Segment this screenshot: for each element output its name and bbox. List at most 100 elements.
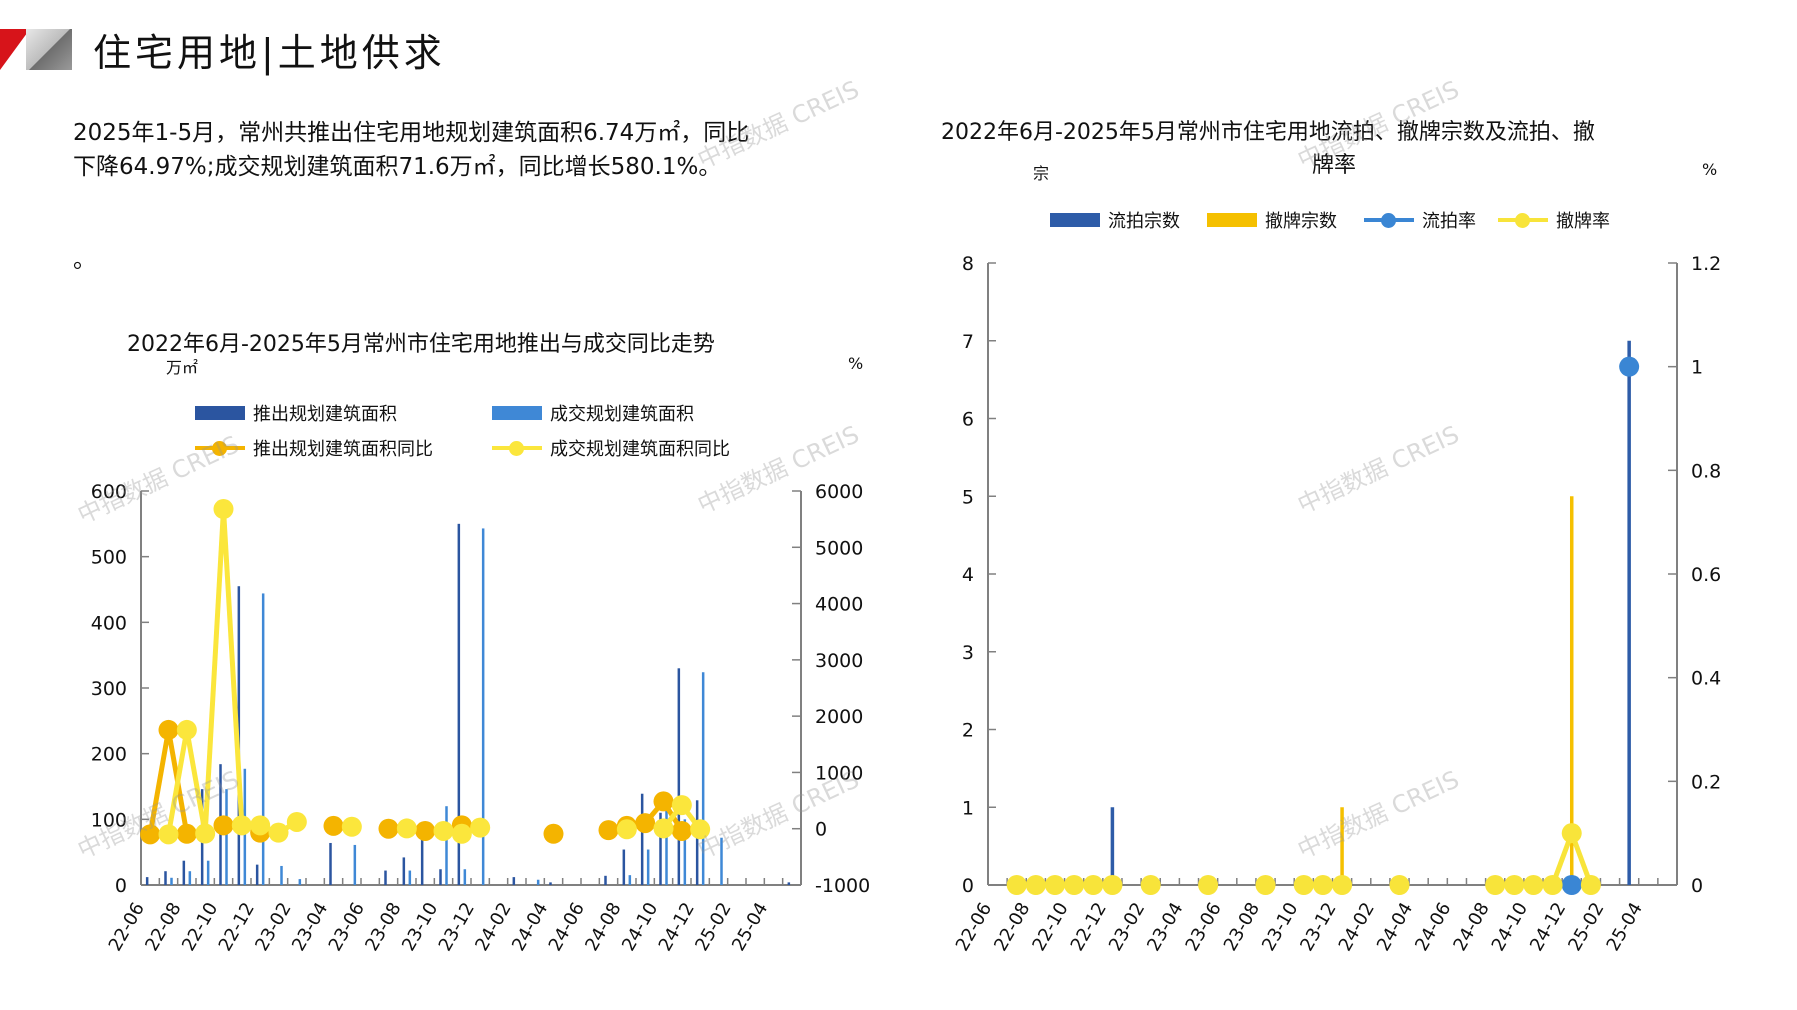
x-tick-label: 23-12 xyxy=(435,899,479,955)
y-tick-label: 300 xyxy=(91,678,127,700)
right-chart-y2label: % xyxy=(1702,160,1718,179)
x-tick-label: 24-08 xyxy=(1449,899,1493,955)
right-chart-title: 2022年6月-2025年5月常州市住宅用地流拍、撤牌宗数及流拍、撤 xyxy=(941,120,1595,145)
legend-swatch xyxy=(492,441,542,456)
bar-deal-area xyxy=(701,672,705,885)
point-push-yoy xyxy=(543,823,564,844)
x-tick-label: 25-04 xyxy=(1603,899,1647,955)
x-tick-label: 24-08 xyxy=(581,899,625,955)
point-push-yoy xyxy=(378,818,399,839)
bar-push-area xyxy=(677,668,681,885)
point-withdraw-rate xyxy=(1140,875,1161,895)
point-push-yoy xyxy=(415,820,436,841)
y2-tick-label: 5000 xyxy=(815,537,863,559)
bar-push-area xyxy=(402,857,406,885)
legend-label: 流拍率 xyxy=(1422,211,1476,232)
bar-withdraw-count xyxy=(1340,807,1344,885)
point-deal-yoy xyxy=(213,499,234,520)
x-tick-label: 23-10 xyxy=(398,899,442,955)
y-tick-label: 2 xyxy=(962,720,974,742)
point-withdraw-rate xyxy=(1312,875,1333,895)
bar-deal-area xyxy=(280,865,283,885)
bar-push-area xyxy=(659,812,662,885)
point-deal-yoy xyxy=(671,795,692,816)
x-tick-label: 23-06 xyxy=(1181,899,1225,955)
y-tick-label: 6 xyxy=(962,409,974,431)
point-deal-yoy xyxy=(616,819,637,840)
line-segment-push-yoy xyxy=(147,729,171,835)
point-withdraw-rate xyxy=(1542,875,1563,895)
y-tick-label: 500 xyxy=(91,547,127,569)
x-tick-label: 22-10 xyxy=(1028,899,1072,955)
y2-tick-label: 0.8 xyxy=(1691,460,1721,482)
left-chart-title: 2022年6月-2025年5月常州市住宅用地推出与成交同比走势 xyxy=(127,332,715,357)
x-tick-label: 22-12 xyxy=(215,899,259,955)
point-withdraw-rate xyxy=(1580,875,1601,895)
y2-tick-label: 0 xyxy=(1691,875,1703,897)
x-tick-label: 25-04 xyxy=(728,899,772,955)
bar-deal-area xyxy=(481,528,485,885)
legend-swatch xyxy=(1050,213,1100,227)
right-chart-ylabel: 宗 xyxy=(1033,164,1050,183)
bar-push-area xyxy=(622,849,626,885)
x-tick-label: 24-10 xyxy=(618,899,662,955)
point-deal-yoy xyxy=(176,719,197,740)
page-title: 住宅用地|土地供求 xyxy=(93,31,446,75)
legend-item-deal-yoy: 成交规划建筑面积同比 xyxy=(492,435,730,461)
point-withdraw-rate xyxy=(1025,875,1046,895)
x-tick-label: 22-10 xyxy=(178,899,222,955)
point-push-yoy xyxy=(635,813,656,834)
x-tick-label: 22-12 xyxy=(1067,899,1111,955)
legend-item-push-yoy: 推出规划建筑面积同比 xyxy=(195,435,433,461)
point-flow-rate xyxy=(1619,356,1640,377)
legend-item-push-area: 推出规划建筑面积 xyxy=(195,400,397,426)
y2-tick-label: 2000 xyxy=(815,706,863,728)
bar-push-area xyxy=(439,869,442,885)
logo-gray-shape xyxy=(26,29,72,70)
legend-item-flow-count: 流拍宗数 xyxy=(1050,207,1180,233)
summary-line-1: 2025年1-5月，常州共推出住宅用地规划建筑面积6.74万㎡，同比 xyxy=(73,120,750,146)
y-tick-label: 200 xyxy=(91,744,127,766)
bar-deal-area xyxy=(261,593,265,885)
point-push-yoy xyxy=(158,719,179,740)
bar-deal-area xyxy=(225,789,228,885)
x-tick-label: 24-06 xyxy=(1411,899,1455,955)
point-withdraw-rate xyxy=(1102,875,1123,895)
bar-push-area xyxy=(182,860,186,885)
point-deal-yoy xyxy=(268,822,289,843)
bar-push-area xyxy=(695,800,699,885)
point-withdraw-rate xyxy=(1064,875,1085,895)
bar-push-area xyxy=(549,882,552,885)
x-tick-label: 23-02 xyxy=(1105,899,1149,955)
bar-deal-area xyxy=(463,869,467,885)
x-tick-label: 23-10 xyxy=(1258,899,1302,955)
point-flow-rate xyxy=(1561,875,1582,895)
point-withdraw-rate xyxy=(1504,875,1525,895)
x-tick-label: 25-02 xyxy=(1564,899,1608,955)
x-tick-label: 22-06 xyxy=(105,899,149,955)
x-tick-label: 24-10 xyxy=(1488,899,1532,955)
bar-flow-count xyxy=(1627,340,1631,885)
point-withdraw-rate xyxy=(1293,875,1314,895)
summary-line-2: 下降64.97%;成交规划建筑面积71.6万㎡，同比增长580.1%。 xyxy=(73,154,722,180)
bar-deal-area xyxy=(353,844,357,885)
bar-withdraw-count xyxy=(1569,496,1574,885)
y2-tick-label: 0.4 xyxy=(1691,668,1721,690)
point-withdraw-rate xyxy=(1255,875,1276,895)
bar-deal-area xyxy=(665,802,668,885)
legend-label: 成交规划建筑面积 xyxy=(550,404,694,425)
y-tick-label: 7 xyxy=(962,331,974,353)
x-tick-label: 24-02 xyxy=(1335,899,1379,955)
x-tick-label: 25-02 xyxy=(691,899,735,955)
legend-label: 推出规划建筑面积 xyxy=(253,404,397,425)
line-segment-deal-yoy xyxy=(166,729,190,835)
point-deal-yoy xyxy=(470,817,491,838)
x-tick-label: 22-06 xyxy=(952,899,996,955)
bar-deal-area xyxy=(206,860,210,885)
legend-label: 流拍宗数 xyxy=(1108,211,1180,232)
y2-tick-label: 0 xyxy=(815,819,827,841)
line-segment-deal-yoy xyxy=(221,508,245,826)
point-withdraw-rate xyxy=(1332,875,1353,895)
bar-push-area xyxy=(145,877,149,885)
